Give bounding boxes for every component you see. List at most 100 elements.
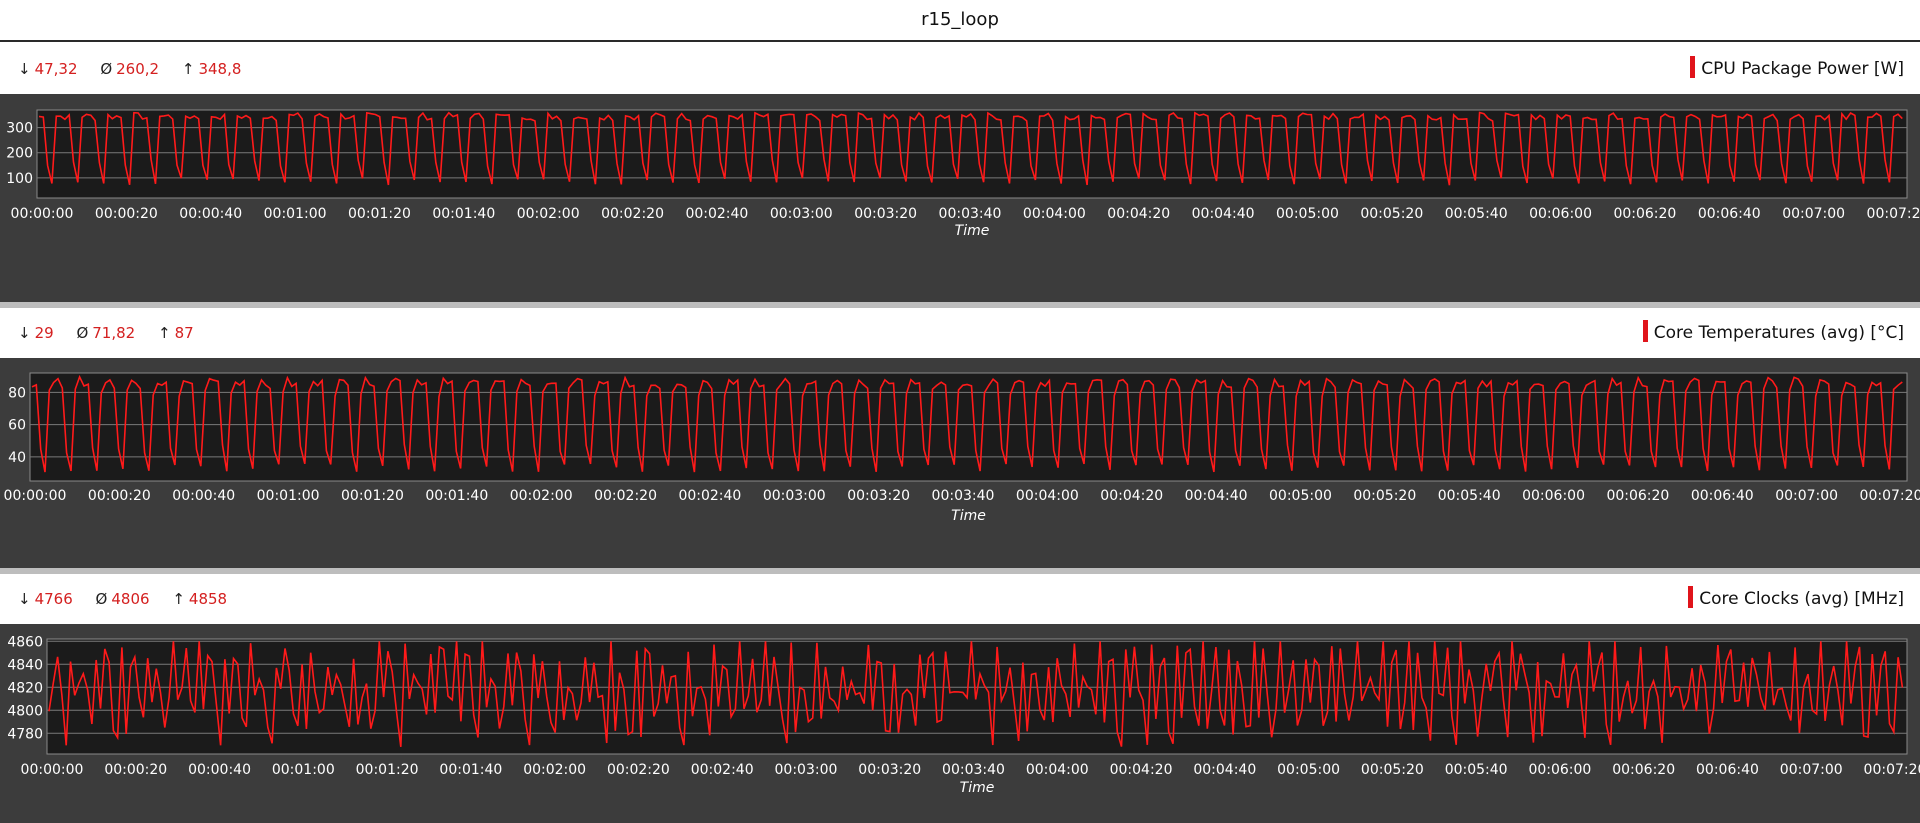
x-tick-label: 00:00:20: [104, 762, 167, 778]
x-tick-label: 00:03:00: [775, 762, 838, 778]
y-tick-label: 4780: [7, 726, 43, 742]
x-tick-label: 00:05:40: [1445, 206, 1508, 222]
x-tick-label: 00:02:40: [678, 488, 741, 504]
x-tick-label: 00:02:00: [517, 206, 580, 222]
stats-temperature: ↓ 29 Ø 71,82 ↑ 87: [18, 308, 212, 358]
x-tick-label: 00:04:20: [1107, 206, 1170, 222]
y-tick-label: 200: [6, 146, 33, 162]
x-tick-label: 00:00:40: [172, 488, 235, 504]
x-tick-label: 00:01:00: [272, 762, 335, 778]
average-icon: Ø: [95, 590, 108, 608]
x-tick-label: 00:00:20: [95, 206, 158, 222]
x-tick-label: 00:04:40: [1185, 488, 1248, 504]
x-tick-label: 00:04:20: [1100, 488, 1163, 504]
x-tick-label: 00:01:40: [425, 488, 488, 504]
legend-label: Core Clocks (avg) [MHz]: [1699, 589, 1904, 609]
x-tick-label: 00:03:20: [854, 206, 917, 222]
y-tick-label: 40: [8, 450, 26, 466]
panel-divider[interactable]: [0, 568, 1920, 574]
x-tick-label: 00:06:20: [1606, 488, 1669, 504]
x-tick-label: 00:03:20: [858, 762, 921, 778]
x-tick-label: 00:01:00: [264, 206, 327, 222]
y-tick-label: 4800: [7, 703, 43, 719]
x-tick-label: 00:06:40: [1698, 206, 1761, 222]
panel-divider[interactable]: [0, 302, 1920, 308]
stat-avg: 4806: [111, 590, 150, 608]
x-tick-label: 00:05:00: [1276, 206, 1339, 222]
x-tick-label: 00:02:20: [601, 206, 664, 222]
x-tick-label: 00:05:00: [1277, 762, 1340, 778]
arrow-down-icon: ↓: [18, 60, 31, 78]
stat-avg: 71,82: [92, 324, 136, 342]
stats-bar-power: ↓ 47,32 Ø 260,2 ↑ 348,8 CPU Package Power […: [0, 44, 1920, 94]
legend-label: Core Temperatures (avg) [°C]: [1653, 323, 1904, 343]
y-tick-label: 80: [8, 385, 26, 401]
x-tick-label: 00:07:00: [1775, 488, 1838, 504]
y-tick-label: 4820: [7, 680, 43, 696]
x-tick-label: 00:04:00: [1023, 206, 1086, 222]
x-tick-label: 00:00:20: [88, 488, 151, 504]
x-tick-label: 00:06:00: [1529, 206, 1592, 222]
plot-area-power: 100 200 300 00:00:00 00:00:20 00:00:40 00:01:0…: [0, 94, 1920, 302]
x-tick-label: 00:01:40: [439, 762, 502, 778]
stat-avg: 260,2: [116, 60, 160, 78]
x-tick-label: 00:07:20: [1864, 762, 1920, 778]
x-tick-label: 00:03:00: [770, 206, 833, 222]
chart-clocks: 4780 4800 4820 4840 4860 00:00:00 00:00:20 00:0…: [7, 634, 1920, 796]
x-tick-label: 00:04:20: [1110, 762, 1173, 778]
x-tick-label: 00:05:20: [1361, 762, 1424, 778]
x-tick-label: 00:00:00: [11, 206, 74, 222]
x-tick-label: 00:03:40: [942, 762, 1005, 778]
x-tick-label: 00:01:20: [356, 762, 419, 778]
x-tick-label: 00:04:40: [1193, 762, 1256, 778]
chart-power: 100 200 300 00:00:00 00:00:20 00:00:40 00:01:0…: [6, 109, 1920, 239]
plot-area-clocks: 4780 4800 4820 4840 4860 00:00:00 00:00:20 00:0…: [0, 624, 1920, 823]
x-tick-label: 00:03:00: [763, 488, 826, 504]
x-tick-label: 00:02:40: [691, 762, 754, 778]
x-tick-label: 00:03:40: [932, 488, 995, 504]
x-axis-label: Time: [951, 508, 986, 524]
window-title: r15_loop: [0, 0, 1920, 42]
x-tick-label: 00:02:40: [685, 206, 748, 222]
legend-label: CPU Package Power [W]: [1701, 59, 1904, 79]
x-tick-label: 00:03:40: [939, 206, 1002, 222]
x-tick-label: 00:07:00: [1780, 762, 1843, 778]
x-tick-label: 00:06:40: [1691, 488, 1754, 504]
x-tick-label: 00:00:40: [179, 206, 242, 222]
x-tick-label: 00:01:40: [432, 206, 495, 222]
x-tick-label: 00:02:20: [594, 488, 657, 504]
arrow-up-icon: ↑: [181, 60, 195, 78]
stats-bar-temperature: ↓ 29 Ø 71,82 ↑ 87 Core Temperatures (avg) […: [0, 308, 1920, 358]
x-tick-label: 00:00:00: [4, 488, 67, 504]
y-tick-label: 4860: [7, 634, 43, 650]
stats-power: ↓ 47,32 Ø 260,2 ↑ 348,8: [18, 44, 259, 94]
y-tick-label: 60: [8, 418, 26, 434]
x-tick-label: 00:02:00: [510, 488, 573, 504]
plot-area-temperature: 40 60 80 00:00:00 00:00:20 00:00:40 00:01:00 00…: [0, 358, 1920, 568]
x-tick-label: 00:04:00: [1016, 488, 1079, 504]
series-line: [38, 111, 1903, 186]
x-tick-label: 00:05:20: [1360, 206, 1423, 222]
x-tick-label: 00:02:20: [607, 762, 670, 778]
series-line: [31, 374, 1903, 473]
stats-bar-clocks: ↓ 4766 Ø 4806 ↑ 4858 Core Clocks (avg) [MHz…: [0, 574, 1920, 624]
x-tick-label: 00:06:00: [1528, 762, 1591, 778]
legend-swatch: [1690, 56, 1696, 78]
stat-min: 4766: [34, 590, 73, 608]
x-tick-label: 00:01:20: [348, 206, 411, 222]
chart-temperature: 40 60 80 00:00:00 00:00:20 00:00:40 00:01:00 00…: [4, 372, 1920, 524]
x-axis-label: Time: [960, 780, 995, 796]
x-tick-label: 00:00:00: [21, 762, 84, 778]
x-tick-label: 00:05:20: [1353, 488, 1416, 504]
stat-min: 47,32: [34, 60, 78, 78]
x-tick-label: 00:05:40: [1438, 488, 1501, 504]
average-icon: Ø: [100, 60, 113, 78]
arrow-up-icon: ↑: [158, 324, 171, 342]
x-tick-label: 00:06:20: [1613, 206, 1676, 222]
x-tick-label: 00:05:00: [1269, 488, 1332, 504]
x-tick-label: 00:07:20: [1860, 488, 1920, 504]
arrow-down-icon: ↓: [18, 590, 31, 608]
average-icon: Ø: [76, 324, 89, 342]
x-tick-label: 00:07:00: [1782, 206, 1845, 222]
x-tick-label: 00:06:00: [1522, 488, 1585, 504]
